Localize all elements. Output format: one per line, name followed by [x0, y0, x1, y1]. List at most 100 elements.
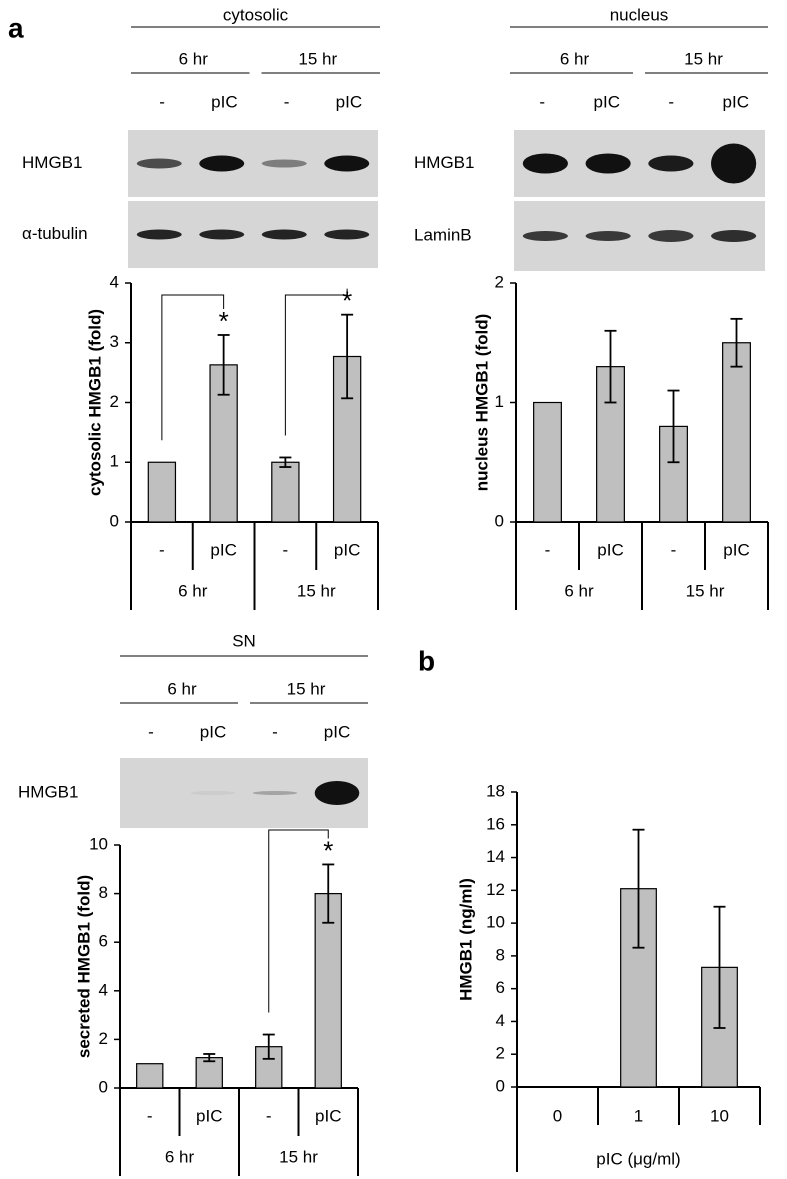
- blot-band: [522, 153, 568, 174]
- blot-band: [199, 229, 245, 240]
- x-group-label: 15 hr: [686, 581, 725, 600]
- error-bar: [604, 329, 617, 404]
- blot-band: [711, 143, 757, 184]
- significance-bracket: [268, 829, 329, 1013]
- y-tick-label: 0: [495, 511, 504, 530]
- panel-letter: b: [418, 645, 435, 676]
- blot-lane-label: pIC: [336, 92, 362, 111]
- blot-lane-label: -: [148, 722, 154, 741]
- blot-band: [648, 155, 694, 172]
- blot-row-label: HMGB1: [18, 782, 78, 801]
- blot-band: [136, 229, 182, 240]
- x-axis-label: pIC (μg/ml): [596, 1149, 680, 1168]
- y-tick-label: 18: [486, 781, 505, 800]
- blot-band: [314, 781, 360, 805]
- x-tick-label: pIC: [597, 540, 623, 559]
- x-tick-label: pIC: [196, 1106, 222, 1125]
- error-bar: [730, 317, 743, 368]
- y-tick-label: 2: [495, 272, 504, 291]
- x-tick-label: 0: [553, 1106, 562, 1125]
- x-tick-label: 1: [634, 1106, 643, 1125]
- blot-lane-label: -: [668, 92, 674, 111]
- blot-group-label: 15 hr: [684, 49, 723, 68]
- blot-band: [711, 230, 757, 242]
- blot-header: cytosolic: [223, 5, 289, 24]
- y-tick-label: 2: [496, 1044, 505, 1063]
- blot-group-label: 15 hr: [298, 49, 337, 68]
- blot-lane-label: pIC: [211, 92, 237, 111]
- blot-band: [199, 155, 245, 172]
- blot-group-label: 15 hr: [287, 679, 326, 698]
- x-tick-label: pIC: [210, 540, 236, 559]
- x-tick-label: -: [147, 1106, 153, 1125]
- x-tick-label: -: [545, 540, 551, 559]
- blot-band: [648, 230, 694, 242]
- blot-band: [261, 229, 307, 240]
- x-tick-label: -: [283, 540, 289, 559]
- bar: [722, 342, 751, 523]
- y-tick-label: 0: [496, 1076, 505, 1095]
- x-tick-label: pIC: [315, 1106, 341, 1125]
- blot-band: [324, 229, 370, 240]
- blot-band: [190, 791, 236, 795]
- y-axis-label: nucleus HMGB1 (fold): [472, 314, 491, 492]
- x-tick-label: -: [266, 1106, 272, 1125]
- bar: [271, 461, 300, 523]
- blot-group-label: 6 hr: [560, 49, 590, 68]
- y-tick-label: 10: [89, 834, 108, 853]
- blot-band: [252, 791, 298, 795]
- y-tick-label: 3: [110, 332, 119, 351]
- blot-lane-label: -: [284, 92, 290, 111]
- blot-lane-label: -: [272, 722, 278, 741]
- bar: [314, 892, 342, 1089]
- y-tick-label: 6: [496, 978, 505, 997]
- y-tick-label: 14: [486, 847, 505, 866]
- blot-group-label: 6 hr: [167, 679, 197, 698]
- y-tick-label: 8: [99, 883, 108, 902]
- significance-bracket: [161, 294, 225, 441]
- y-tick-label: 1: [110, 452, 119, 471]
- bar: [136, 1063, 164, 1089]
- blot-header: SN: [232, 631, 256, 650]
- blot-lane-label: pIC: [324, 722, 350, 741]
- blot-row-label: HMGB1: [414, 153, 474, 172]
- error-bar: [667, 389, 680, 464]
- y-tick-label: 4: [110, 272, 119, 291]
- significance-mark: *: [219, 306, 229, 336]
- blot-row-label: LaminB: [414, 225, 472, 244]
- y-axis-label: cytosolic HMGB1 (fold): [85, 309, 104, 496]
- y-tick-label: 6: [99, 932, 108, 951]
- y-tick-label: 0: [110, 511, 119, 530]
- blot-band: [324, 155, 370, 172]
- y-tick-label: 2: [110, 392, 119, 411]
- error-bar: [279, 456, 292, 468]
- significance-mark: *: [342, 286, 352, 316]
- y-tick-label: 10: [486, 913, 505, 932]
- x-tick-label: -: [159, 540, 165, 559]
- error-bar: [632, 828, 645, 949]
- y-tick-label: 12: [486, 880, 505, 899]
- blot-lane-label: pIC: [200, 722, 226, 741]
- bar: [147, 461, 177, 523]
- y-tick-label: 2: [99, 1029, 108, 1048]
- blot-band: [261, 159, 307, 168]
- blot-lane-label: -: [159, 92, 165, 111]
- x-tick-label: pIC: [723, 540, 749, 559]
- y-axis-label: HMGB1 (ng/ml): [456, 878, 475, 1001]
- x-group-label: 15 hr: [279, 1147, 318, 1166]
- x-tick-label: pIC: [334, 540, 360, 559]
- x-group-label: 15 hr: [297, 581, 336, 600]
- error-bar: [322, 863, 335, 924]
- x-tick-label: -: [671, 540, 677, 559]
- y-tick-label: 0: [99, 1077, 108, 1096]
- bar: [195, 1057, 223, 1089]
- error-bar: [203, 1053, 216, 1063]
- blot-row-label: α-tubulin: [22, 224, 88, 243]
- y-tick-label: 4: [496, 1011, 505, 1030]
- y-axis-label: secreted HMGB1 (fold): [74, 875, 93, 1058]
- blot-header: nucleus: [610, 5, 669, 24]
- blot-group-label: 6 hr: [179, 49, 209, 68]
- blot-band: [585, 153, 631, 174]
